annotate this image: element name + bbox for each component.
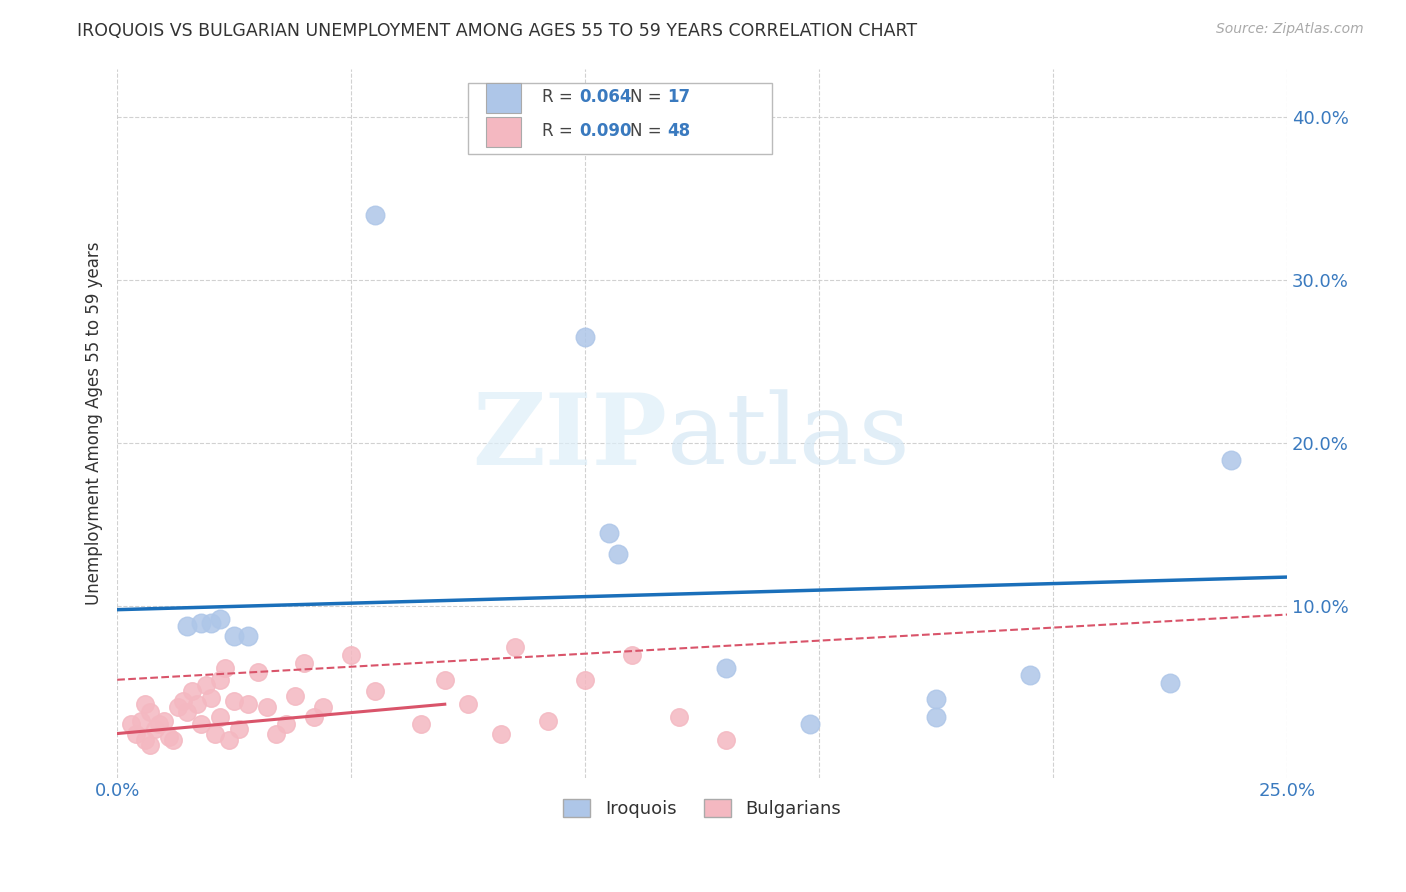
Point (181, 684, 204, 698)
Text: ZIP: ZIP (472, 389, 666, 486)
Point (606, 547, 628, 561)
Point (228, 722, 250, 736)
Point (172, 694, 194, 708)
Point (574, 673, 596, 687)
Point (714, 661, 737, 675)
Point (284, 689, 307, 703)
Point (209, 673, 232, 687)
Point (218, 733, 240, 747)
Point (363, 684, 385, 698)
Text: 48: 48 (666, 122, 690, 140)
Point (266, 726, 288, 740)
Point (120, 716, 142, 731)
Point (1018, 668, 1040, 682)
Point (209, 612, 232, 626)
Point (537, 714, 560, 728)
Point (195, 678, 218, 692)
Point (167, 700, 190, 714)
Point (246, 665, 269, 679)
Point (433, 673, 456, 687)
Point (200, 615, 222, 630)
FancyBboxPatch shape (468, 83, 772, 153)
Point (129, 714, 152, 728)
Text: 0.064: 0.064 (579, 87, 631, 105)
Point (598, 526, 620, 541)
Point (312, 700, 335, 714)
Legend: Iroquois, Bulgarians: Iroquois, Bulgarians (557, 791, 848, 825)
Point (363, 208, 385, 222)
Point (1159, 676, 1181, 690)
Point (125, 726, 148, 740)
Point (162, 733, 184, 747)
Point (204, 726, 226, 740)
Point (292, 657, 315, 671)
Point (214, 661, 236, 675)
Point (574, 330, 596, 344)
Point (620, 648, 643, 663)
Text: Source: ZipAtlas.com: Source: ZipAtlas.com (1216, 22, 1364, 37)
Point (457, 697, 479, 711)
Point (224, 629, 246, 643)
Point (256, 700, 278, 714)
Point (224, 694, 246, 708)
Text: N =: N = (630, 122, 666, 140)
Point (143, 722, 166, 736)
Point (925, 692, 948, 706)
Point (714, 733, 737, 747)
Point (302, 710, 325, 724)
Point (134, 733, 156, 747)
Point (274, 716, 297, 731)
Point (411, 716, 433, 731)
FancyBboxPatch shape (485, 84, 520, 113)
Point (176, 706, 198, 720)
Point (1219, 452, 1241, 467)
Point (925, 710, 948, 724)
Text: 17: 17 (666, 87, 690, 105)
Text: atlas: atlas (666, 389, 910, 485)
Point (200, 690, 222, 705)
Text: N =: N = (630, 87, 666, 105)
Point (503, 640, 526, 655)
Point (153, 714, 176, 728)
Point (176, 619, 198, 633)
Point (340, 648, 363, 663)
Point (186, 697, 208, 711)
Point (139, 738, 162, 752)
Point (157, 730, 180, 744)
Text: R =: R = (541, 122, 578, 140)
FancyBboxPatch shape (485, 117, 520, 146)
Point (799, 716, 821, 731)
Text: 0.090: 0.090 (579, 122, 631, 140)
Point (190, 615, 212, 630)
Point (134, 697, 156, 711)
Point (209, 710, 232, 724)
Point (668, 710, 690, 724)
Text: R =: R = (541, 87, 578, 105)
Text: IROQUOIS VS BULGARIAN UNEMPLOYMENT AMONG AGES 55 TO 59 YEARS CORRELATION CHART: IROQUOIS VS BULGARIAN UNEMPLOYMENT AMONG… (77, 22, 918, 40)
Point (489, 726, 512, 740)
Y-axis label: Unemployment Among Ages 55 to 59 years: Unemployment Among Ages 55 to 59 years (86, 242, 103, 605)
Point (139, 706, 162, 720)
Point (190, 716, 212, 731)
Point (238, 629, 260, 643)
Point (148, 716, 170, 731)
Point (238, 697, 260, 711)
